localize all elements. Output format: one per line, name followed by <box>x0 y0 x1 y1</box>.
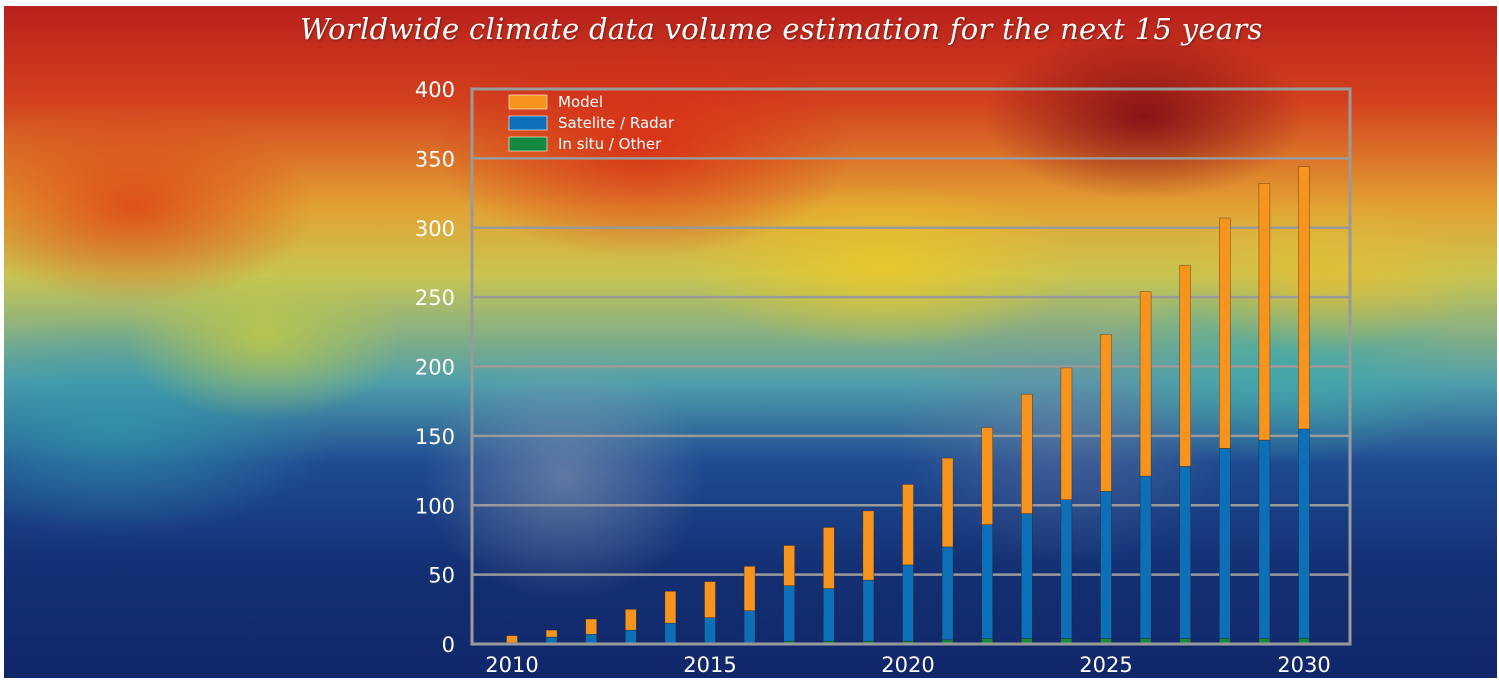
bar-satellite-2011 <box>545 636 558 644</box>
legend-label-satellite: Satelite / Radar <box>558 114 675 132</box>
legend-swatch-insitu <box>508 136 548 152</box>
legend-swatch-model <box>508 94 548 110</box>
legend-label-model: Model <box>558 93 603 111</box>
bar-satellite-2027 <box>1179 466 1191 639</box>
bar-satellite-2013 <box>624 629 637 644</box>
legend-label-insitu: In situ / Other <box>558 135 662 153</box>
bar-satellite-2024 <box>1060 499 1073 639</box>
y-tick-label-400: 400 <box>415 78 455 102</box>
bar-model-2030 <box>1298 166 1310 430</box>
bar-satellite-2019 <box>862 579 875 642</box>
bars <box>506 166 1310 645</box>
bar-satellite-2017 <box>783 585 796 642</box>
bar-model-2020 <box>902 484 914 566</box>
y-tick-label-100: 100 <box>415 494 455 518</box>
x-tick-label-2030: 2030 <box>1277 653 1330 677</box>
x-tick-label-2025: 2025 <box>1079 653 1132 677</box>
bar-satellite-2030 <box>1298 428 1310 639</box>
bar-satellite-2015 <box>704 617 716 643</box>
x-axis-ticks: 2010 2015 2020 2025 2030 <box>485 653 1330 677</box>
y-tick-label-200: 200 <box>415 356 455 380</box>
bar-satellite-2016 <box>743 610 756 643</box>
grid-lines <box>472 157 1350 576</box>
bar-model-2017 <box>783 545 796 587</box>
bar-model-2025 <box>1100 334 1112 492</box>
bar-model-2026 <box>1139 291 1152 477</box>
bar-model-2011 <box>545 629 558 638</box>
chart-title: Worldwide climate data volume estimation… <box>300 12 1263 46</box>
y-tick-label-0: 0 <box>442 633 455 657</box>
bar-model-2023 <box>1020 393 1033 514</box>
x-tick-label-2015: 2015 <box>683 653 736 677</box>
y-tick-label-150: 150 <box>415 425 455 449</box>
bar-model-2010 <box>506 635 518 643</box>
x-tick-label-2020: 2020 <box>881 653 934 677</box>
bar-satellite-2018 <box>822 588 835 642</box>
bar-model-2027 <box>1179 264 1191 467</box>
plot-frame <box>470 87 1352 646</box>
bar-model-2012 <box>585 618 598 635</box>
y-tick-label-50: 50 <box>428 564 455 588</box>
bar-model-2019 <box>862 510 875 581</box>
bar-model-2014 <box>664 590 677 624</box>
bar-satellite-2022 <box>981 524 994 639</box>
x-tick-label-2010: 2010 <box>485 653 538 677</box>
bar-satellite-2029 <box>1258 439 1271 639</box>
bar-model-2016 <box>743 565 756 611</box>
bar-satellite-2025 <box>1100 491 1112 639</box>
bar-model-2018 <box>822 527 835 589</box>
bar-satellite-2012 <box>585 633 598 644</box>
bar-model-2015 <box>704 581 716 618</box>
bar-satellite-2021 <box>941 546 954 641</box>
legend-swatch-satellite <box>508 115 548 131</box>
bar-satellite-2023 <box>1020 513 1033 639</box>
legend: Model Satelite / Radar In situ / Other <box>508 93 675 153</box>
bar-satellite-2028 <box>1219 448 1231 639</box>
bar-satellite-2020 <box>902 564 914 642</box>
y-tick-label-300: 300 <box>415 217 455 241</box>
y-tick-label-250: 250 <box>415 286 455 310</box>
y-axis-ticks: 0 50 100 150 200 250 300 350 400 <box>415 78 455 657</box>
bar-satellite-2026 <box>1139 475 1152 639</box>
bar-model-2029 <box>1258 183 1271 441</box>
y-tick-label-350: 350 <box>415 147 455 171</box>
bar-model-2024 <box>1060 367 1073 501</box>
bar-model-2022 <box>981 427 994 525</box>
bar-model-2028 <box>1219 217 1231 449</box>
bar-model-2013 <box>624 609 637 631</box>
bar-model-2021 <box>941 457 954 548</box>
bar-satellite-2014 <box>664 622 677 644</box>
